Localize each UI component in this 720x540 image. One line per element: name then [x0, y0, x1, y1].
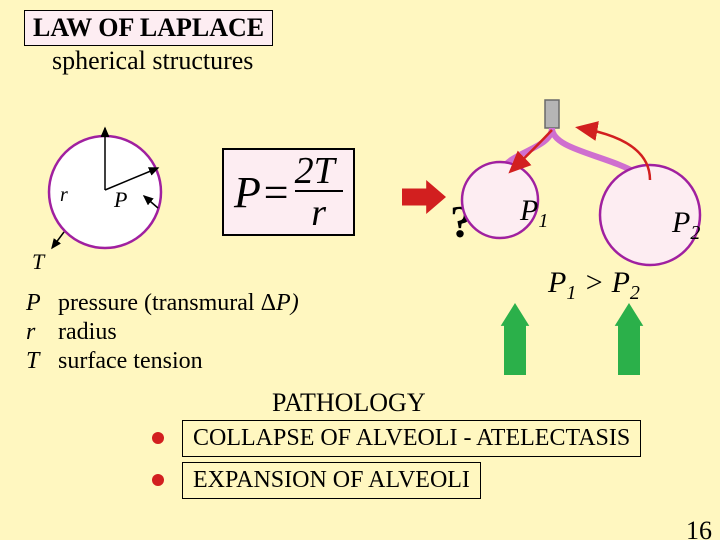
legend-after: P) [276, 290, 299, 316]
alveoli-diagram [440, 90, 720, 290]
sphere-label-P: P [114, 187, 127, 213]
legend-delta: Δ [261, 290, 276, 316]
formula-denominator: r [311, 192, 326, 232]
legend-text: pressure (transmural [52, 290, 261, 316]
legend-row: r radius [26, 319, 299, 346]
legend-sym: P [26, 290, 52, 317]
legend: P pressure (transmural ΔP)r radiusT surf… [26, 290, 299, 377]
legend-sym: r [26, 319, 52, 346]
sphere-label-r: r [60, 184, 68, 207]
bullet-box: COLLAPSE OF ALVEOLI - ATELECTASIS [182, 420, 641, 457]
formula-eq: = [261, 167, 291, 218]
title-text: LAW OF LAPLACE [33, 13, 264, 42]
formula-box: P = 2T r [222, 148, 355, 236]
legend-row: T surface tension [26, 348, 299, 375]
slide-number: 16 [686, 516, 712, 540]
green-arrows [480, 290, 680, 410]
p1-sym: P [520, 194, 538, 227]
p1-sub: 1 [538, 210, 548, 232]
title-box: LAW OF LAPLACE [24, 10, 273, 46]
p2-sym: P [672, 206, 690, 239]
sphere-label-T: T [32, 249, 44, 275]
bullet-dot-icon [152, 474, 164, 486]
legend-row: P pressure (transmural ΔP) [26, 290, 299, 317]
slide-root: LAW OF LAPLACE spherical structures r P … [0, 0, 720, 540]
pathology-label: PATHOLOGY [272, 388, 426, 418]
legend-text: surface tension [52, 348, 203, 374]
formula-numerator: 2T [295, 152, 343, 192]
bullet-dot-icon [152, 432, 164, 444]
p2-label: P2 [672, 206, 700, 245]
legend-sym: T [26, 348, 52, 375]
formula-fraction: 2T r [295, 152, 343, 232]
subtitle: spherical structures [52, 46, 253, 76]
legend-text: radius [52, 319, 117, 345]
p1-label: P1 [520, 194, 548, 233]
formula-P: P [234, 167, 261, 218]
bullet-box: EXPANSION OF ALVEOLI [182, 462, 481, 499]
p2-sub: 2 [690, 222, 700, 244]
